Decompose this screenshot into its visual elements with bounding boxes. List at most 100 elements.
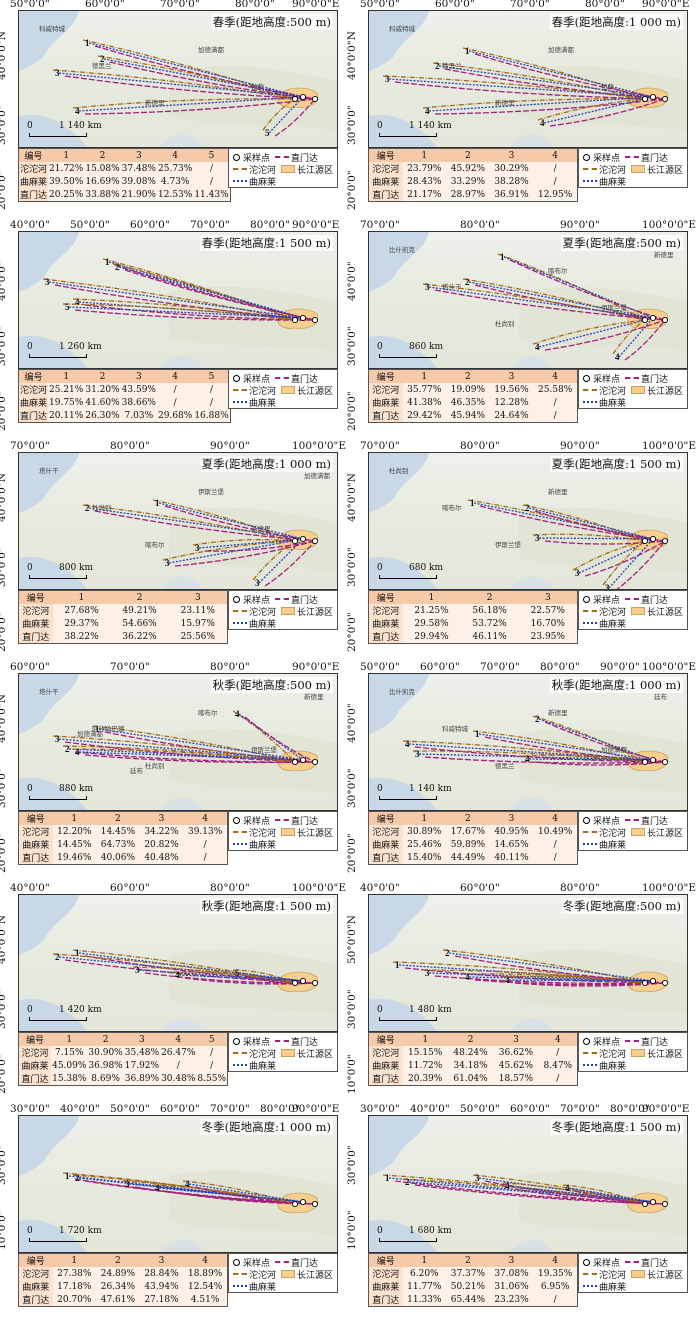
longitude-label: 50°0'0" xyxy=(360,0,400,10)
table-row: 直门达 15.38% 8.69% 36.89% 30.48% 8.55% xyxy=(18,1072,228,1086)
proportion-cell: 36.91% xyxy=(494,189,529,200)
plateau-shade xyxy=(519,728,687,794)
panel-title: 春季(距地高度:1 000 m) xyxy=(549,14,683,30)
trajectory-line xyxy=(497,253,646,321)
trajectory-line xyxy=(602,540,646,586)
legend-sample-point: 采样点 xyxy=(233,1035,270,1048)
longitude-label: 100°0'0"E xyxy=(292,440,347,452)
column-header: 1 xyxy=(52,1253,97,1267)
longitude-label: 70°0'0" xyxy=(510,0,550,10)
proportion-cell: 34.22% xyxy=(144,826,179,837)
trajectory-line xyxy=(62,303,296,321)
proportion-cell: 18.57% xyxy=(498,1073,534,1084)
table-row: 沱沱河 27.68% 49.21% 23.11% xyxy=(18,604,228,617)
longitude-label: 70°0'0" xyxy=(190,219,230,231)
qumalai-line-icon xyxy=(583,180,597,182)
legend-row: 采样点 直门达 xyxy=(583,593,685,606)
legend-sample-point: 采样点 xyxy=(583,151,620,164)
tuotuo-line-icon xyxy=(583,610,597,612)
source-region-swatch-icon xyxy=(281,386,296,394)
cluster-label: 3 xyxy=(195,543,200,553)
place-name: 杜尚别 xyxy=(389,466,409,475)
table-header-row: 编号 1 2 3 4 xyxy=(18,811,228,825)
trajectory-map: 1 2 3 4 4 冬季(距地高度:1 500 m) 0 1 680 km xyxy=(368,1115,688,1253)
proportion-cell: 46.11% xyxy=(472,631,507,642)
scale-label: 1 420 km xyxy=(59,1005,102,1015)
legend-tuotuo: 沱沱河 xyxy=(233,605,276,618)
place-name: 德黑兰 xyxy=(92,61,112,70)
trajectory-line xyxy=(404,967,666,984)
longitude-label: 80°0'0" xyxy=(560,882,600,894)
legend-row: 沱沱河 长江源区 xyxy=(583,1268,685,1281)
legend-sample-point: 采样点 xyxy=(583,1035,620,1048)
trajectory-line xyxy=(198,538,304,549)
place-name: 拉萨 xyxy=(601,82,615,91)
trajectory-line xyxy=(462,973,646,984)
trajectory-line xyxy=(268,96,304,134)
water-body xyxy=(19,1116,79,1176)
legend: 采样点 直门达 沱沱河 长江源区 曲麻莱 xyxy=(578,148,688,188)
longitude-label: 80°0'0" xyxy=(210,661,250,673)
legend-zhimenda: 直门达 xyxy=(275,814,318,827)
column-header: 4 xyxy=(533,369,578,383)
proportion-cell: 26.34% xyxy=(100,1281,136,1292)
source-region-swatch-icon xyxy=(281,607,296,615)
proportion-cell: / xyxy=(173,384,177,395)
trajectory-line xyxy=(84,98,316,115)
table-row: 曲麻莱 28.43% 33.29% 38.28% / xyxy=(368,175,578,188)
legend-label: 沱沱河 xyxy=(249,607,277,618)
legend-source-region: 长江源区 xyxy=(281,826,333,839)
map-panel: 70°0'0" 80°0'0" 90°0'0" 100°0'0"E 40°0'0" 30°… xyxy=(346,219,700,442)
trajectory-line xyxy=(94,510,316,542)
legend-label: 直门达 xyxy=(641,1037,669,1048)
sample-point-marker xyxy=(649,535,657,543)
table-header-row: 编号 1 2 3 xyxy=(368,590,578,604)
legend-label: 长江源区 xyxy=(297,1049,334,1060)
proportion-cell: 45.09% xyxy=(52,1060,87,1071)
proportion-cell: 20.25% xyxy=(49,189,84,200)
column-header: 1 xyxy=(402,369,447,383)
longitude-label: 50°0'0" xyxy=(10,0,50,10)
sample-point-marker xyxy=(291,95,299,103)
trajectory-line xyxy=(422,969,646,984)
trajectory-line xyxy=(204,540,316,552)
latitude-label: 30°0'0" xyxy=(346,768,358,808)
table-corner: 编号 xyxy=(368,811,403,825)
legend-tuotuo: 沱沱河 xyxy=(583,605,626,618)
column-header: 5 xyxy=(193,148,231,162)
cluster-label: 1 xyxy=(85,38,90,48)
proportion-cell: 30.48% xyxy=(161,1073,196,1084)
station-name: 曲麻莱 xyxy=(368,617,403,630)
number-header: 编号 xyxy=(376,152,395,162)
place-name: 杜尚别 xyxy=(145,761,165,770)
legend-label: 曲麻莱 xyxy=(599,1061,627,1072)
legend-sample-point: 采样点 xyxy=(583,814,620,827)
sample-point-marker xyxy=(661,316,669,324)
trajectory-line xyxy=(244,716,316,763)
number-header: 编号 xyxy=(24,373,43,383)
proportion-cell: 12.54% xyxy=(187,1281,223,1292)
longitude-label: 60°0'0" xyxy=(110,882,150,894)
column-header: 2 xyxy=(84,148,121,162)
number-header: 编号 xyxy=(376,373,395,383)
proportion-cell: 35.48% xyxy=(124,1047,160,1058)
sample-point-marker xyxy=(641,758,649,766)
legend-row: 曲麻莱 xyxy=(233,396,335,409)
water-body xyxy=(160,355,203,368)
legend: 采样点 直门达 沱沱河 长江源区 曲麻莱 xyxy=(228,1253,338,1293)
table-row: 直门达 20.70% 47.61% 27.18% 4.51% xyxy=(18,1293,228,1307)
water-body xyxy=(510,797,553,810)
cluster-label: 5 xyxy=(265,128,270,138)
legend-label: 直门达 xyxy=(291,1258,319,1269)
water-body xyxy=(369,115,438,147)
scale-label: 1 720 km xyxy=(59,1226,102,1236)
trajectory-line xyxy=(88,42,304,98)
column-header: 2 xyxy=(447,1032,494,1046)
place-name: 新德里 xyxy=(251,524,271,533)
scale-zero: 0 xyxy=(27,784,33,794)
sample-point-marker xyxy=(661,758,669,766)
longitude-label: 50°0'0" xyxy=(360,661,400,673)
longitude-label: 60°0'0" xyxy=(10,661,50,673)
zhimenda-line-icon xyxy=(625,1040,640,1042)
